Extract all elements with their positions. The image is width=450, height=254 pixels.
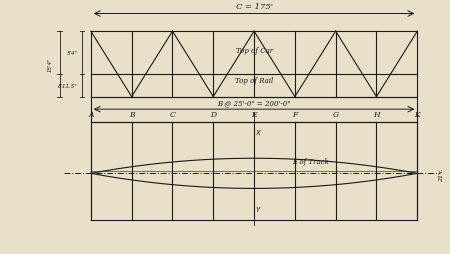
- Text: B: B: [129, 110, 135, 119]
- Text: Top of Rail: Top of Rail: [235, 76, 273, 84]
- Text: D: D: [210, 110, 216, 119]
- Text: 8'11.5": 8'11.5": [58, 83, 77, 88]
- Text: G: G: [333, 110, 339, 119]
- Text: E of Track: E of Track: [292, 157, 329, 165]
- Text: C = 175': C = 175': [235, 4, 273, 11]
- Text: 21'r.: 21'r.: [439, 167, 445, 181]
- Text: B @ 25'-0" = 200'-0": B @ 25'-0" = 200'-0": [217, 99, 291, 107]
- Text: E: E: [251, 110, 257, 119]
- Text: X: X: [255, 130, 260, 136]
- Text: 15'4": 15'4": [48, 57, 53, 72]
- Text: Top of Car: Top of Car: [235, 47, 273, 55]
- Text: 5'4": 5'4": [67, 51, 77, 56]
- Text: Y: Y: [256, 207, 260, 213]
- Text: C: C: [170, 110, 176, 119]
- Text: F: F: [292, 110, 297, 119]
- Bar: [91, 97, 417, 122]
- Text: H: H: [373, 110, 380, 119]
- Text: A: A: [88, 110, 94, 119]
- Text: K: K: [414, 110, 420, 119]
